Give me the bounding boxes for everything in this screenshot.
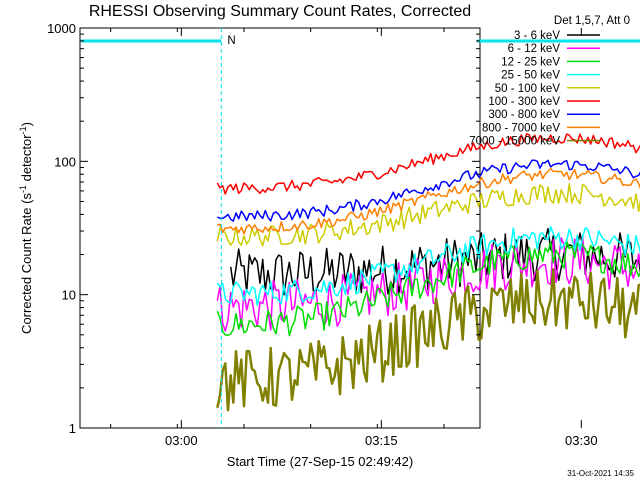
legend-label: 6 - 12 keV — [508, 43, 561, 55]
legend-header: Det 1,5,7, Att 0 — [554, 15, 630, 27]
observing-markers: NF — [81, 28, 640, 428]
series-line — [216, 240, 640, 337]
legend-label: 50 - 100 keV — [495, 83, 561, 95]
series-line — [216, 133, 640, 195]
legend-label: 25 - 50 keV — [501, 70, 560, 82]
night-label: N — [227, 35, 235, 47]
series-line — [216, 236, 640, 332]
series-line — [216, 159, 640, 222]
y-tick-label: 100 — [54, 154, 76, 169]
x-tick-label: 03:30 — [565, 433, 598, 448]
timestamp: 31-Oct-2021 14:35 — [567, 469, 634, 478]
series-line — [229, 227, 640, 296]
series-lines — [216, 133, 640, 412]
legend-label: 300 - 800 keV — [488, 109, 560, 121]
series-line — [216, 267, 640, 412]
x-tick-label: 03:00 — [165, 433, 198, 448]
y-axis-label-group: Corrected Count Rate (s-1 detector-1) — [18, 122, 34, 334]
legend-label: 7000 - 15000 keV — [469, 136, 560, 148]
y-tick-label: 1 — [69, 421, 76, 436]
legend-label: 3 - 6 keV — [514, 30, 560, 42]
x-tick-label: 03:15 — [365, 433, 398, 448]
legend-label: 100 - 300 keV — [488, 96, 560, 108]
legend-label: 12 - 25 keV — [501, 56, 560, 68]
x-axis-label: Start Time (27-Sep-15 02:49:42) — [227, 454, 413, 469]
y-tick-label: 10 — [62, 288, 76, 303]
series-line — [216, 183, 640, 247]
chart-title: RHESSI Observing Summary Count Rates, Co… — [89, 3, 471, 20]
y-axis-label: Corrected Count Rate (s-1 detector-1) — [18, 122, 34, 334]
series-line — [217, 167, 640, 235]
y-tick-label: 1000 — [47, 21, 76, 36]
legend-label: 800 - 7000 keV — [482, 122, 560, 134]
series-line — [216, 225, 640, 307]
